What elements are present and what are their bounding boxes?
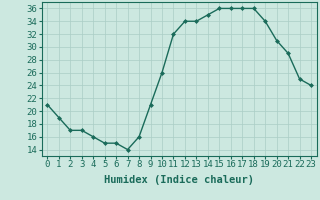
X-axis label: Humidex (Indice chaleur): Humidex (Indice chaleur)	[104, 175, 254, 185]
